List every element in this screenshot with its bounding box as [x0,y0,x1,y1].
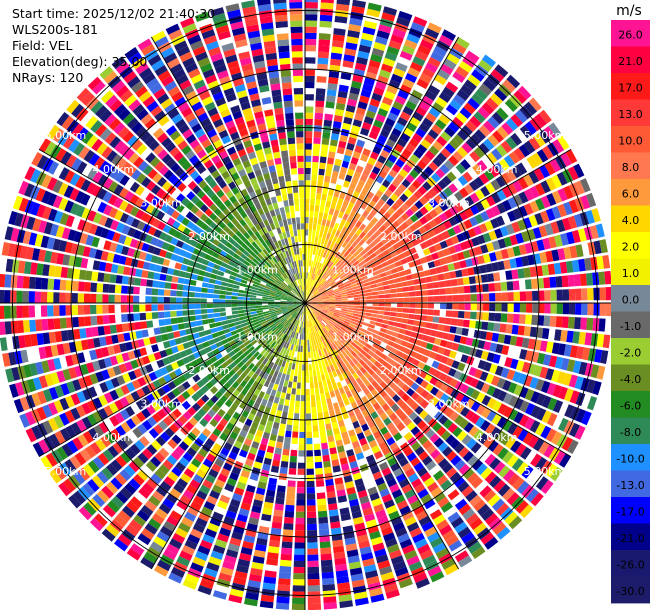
range-ring-label: 3.00km [140,398,182,411]
range-ring-label: 2.00km [380,364,422,377]
azimuth-spoke-150 [304,302,459,570]
range-ring-label: 1.00km [332,331,374,344]
range-ring-label: 1.00km [236,263,278,276]
azimuth-spoke-120 [304,302,572,457]
azimuth-spoke-210 [151,302,306,570]
elevation-label: Elevation(deg): 35.00 [12,54,148,69]
range-ring-labels: 1.00km 1.00km 1.00km 1.00km 2.00km 2.00km 2.00… [45,129,566,478]
range-ring-label: 5.00km [45,465,87,478]
range-ring-label: 3.00km [428,196,470,209]
range-ring-label: 2.00km [380,230,422,243]
range-ring-label: 2.00km [188,230,230,243]
range-ring-label: 4.00km [93,431,135,444]
range-ring-label: 1.00km [332,263,374,276]
azimuth-spoke-240 [38,302,306,457]
range-ring-label: 5.00km [524,465,566,478]
instrument-label: WLS200s-181 [12,22,98,37]
azimuth-spoke-30 [304,36,459,304]
range-ring-label: 3.00km [428,398,470,411]
range-ring-label: 3.00km [140,196,182,209]
field-label: Field: VEL [12,38,73,53]
range-ring-label: 4.00km [476,163,518,176]
range-ring-label: 5.00km [524,129,566,142]
velocity-bins [0,0,613,610]
range-ring-label: 2.00km [188,364,230,377]
azimuth-spoke-330 [151,36,306,304]
azimuth-spoke-60 [304,149,572,304]
range-ring-label: 4.00km [93,163,135,176]
range-ring-label: 1.00km [236,331,278,344]
azimuth-spoke-300 [38,149,306,304]
azimuth-spokes [0,0,621,610]
start-time-label: Start time: 2025/12/02 21:40:30 [12,6,216,21]
range-ring-label: 4.00km [476,431,518,444]
range-ring-label: 5.00km [45,129,87,142]
nrays-label: NRays: 120 [12,70,84,85]
